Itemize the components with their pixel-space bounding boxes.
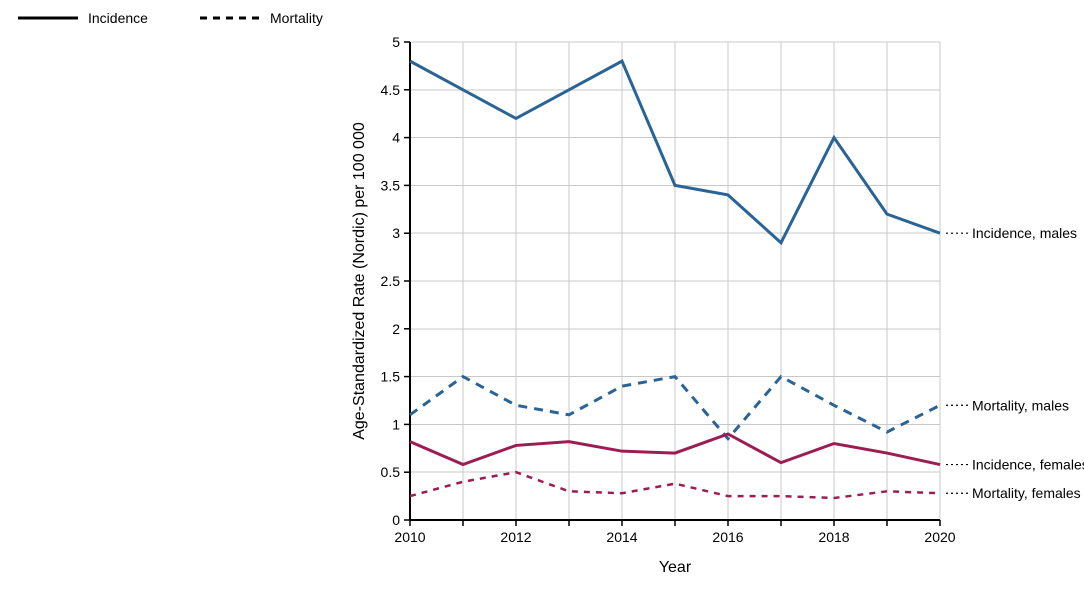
y-tick-label: 0 xyxy=(392,512,400,528)
y-tick-label: 2 xyxy=(392,321,400,337)
y-tick-label: 3.5 xyxy=(381,177,401,193)
x-tick-label: 2018 xyxy=(818,529,849,545)
legend-label-mortality: Mortality xyxy=(270,10,323,26)
y-tick-label: 1.5 xyxy=(381,369,401,385)
series-label-mortality_females: Mortality, females xyxy=(972,485,1081,501)
legend-swatch-incidence xyxy=(18,8,78,28)
x-ticks: 2010 2012 2014 2016 2018 2020 xyxy=(394,520,955,545)
legend-label-incidence: Incidence xyxy=(88,10,148,26)
series-label-incidence_females: Incidence, females xyxy=(972,457,1084,473)
x-axis-title: Year xyxy=(659,559,692,576)
y-tick-label: 4.5 xyxy=(381,82,401,98)
y-tick-label: 2.5 xyxy=(381,273,401,289)
y-tick-label: 3 xyxy=(392,225,400,241)
x-tick-label: 2020 xyxy=(924,529,955,545)
legend-item-mortality: Mortality xyxy=(200,8,323,28)
x-tick-label: 2010 xyxy=(394,529,425,545)
y-axis-title: Age-Standardized Rate (Nordic) per 100 0… xyxy=(351,122,368,440)
legend-swatch-mortality xyxy=(200,8,260,28)
legend-item-incidence: Incidence xyxy=(18,8,148,28)
x-tick-label: 2012 xyxy=(500,529,531,545)
y-ticks: 00.511.522.533.544.55 xyxy=(381,34,410,528)
y-tick-label: 4 xyxy=(392,130,400,146)
line-chart: 00.511.522.533.544.552010201220142016201… xyxy=(0,0,1084,601)
x-tick-label: 2014 xyxy=(606,529,637,545)
y-tick-label: 1 xyxy=(392,416,400,432)
y-tick-label: 0.5 xyxy=(381,464,401,480)
series-label-mortality_males: Mortality, males xyxy=(972,397,1069,413)
legend: Incidence Mortality xyxy=(0,8,1084,38)
series-labels: Incidence, males Mortality, males Incidenc… xyxy=(946,225,1084,501)
series-label-incidence_males: Incidence, males xyxy=(972,225,1077,241)
x-tick-label: 2016 xyxy=(712,529,743,545)
